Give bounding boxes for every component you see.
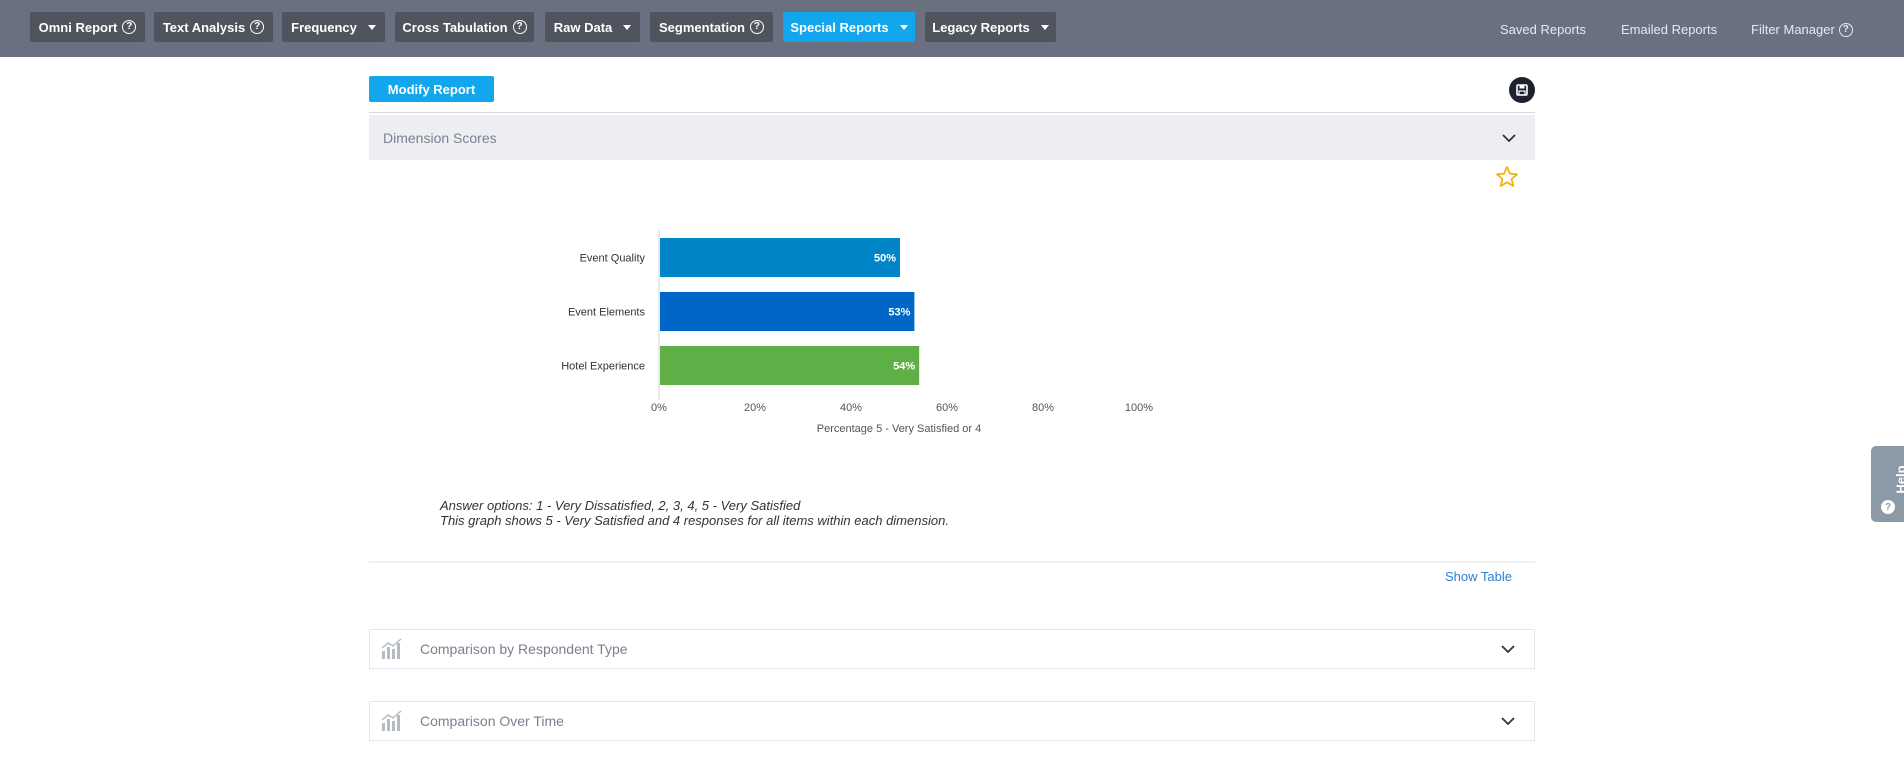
help-circle-icon[interactable]: ? <box>1838 22 1853 37</box>
bar[interactable] <box>660 292 915 331</box>
x-tick-label: 0% <box>651 402 667 414</box>
emailed-reports-label: Emailed Reports <box>1621 22 1718 37</box>
nav-segmentation[interactable]: Segmentation ? <box>650 12 773 42</box>
saved-reports-link[interactable]: Saved Reports <box>1500 22 1586 37</box>
nav-cross-tabulation-label: Cross Tabulation <box>402 19 508 35</box>
answer-options-note: Answer options: 1 - Very Dissatisfied, 2… <box>440 498 801 513</box>
bar[interactable] <box>660 238 900 277</box>
bar-chart: 50% Event Quality 53% Event Elements 54% Hote… <box>561 230 1153 435</box>
nav-frequency-label: Frequency <box>291 19 357 35</box>
dimension-scores-header[interactable]: Dimension Scores <box>369 115 1535 160</box>
comparison-over-time-section[interactable]: Comparison Over Time <box>369 701 1535 741</box>
x-axis-label: Percentage 5 - Very Satisfied or 4 <box>817 423 981 435</box>
nav-cross-tabulation[interactable]: Cross Tabulation ? <box>395 12 534 42</box>
category-label: Event Elements <box>568 307 646 319</box>
caret-down-icon <box>623 24 632 30</box>
saved-reports-label: Saved Reports <box>1500 22 1586 37</box>
help-question-icon: ? <box>1881 500 1895 514</box>
filter-manager-link[interactable]: Filter Manager ? <box>1751 22 1853 37</box>
divider <box>369 561 1535 563</box>
nav-raw-data[interactable]: Raw Data <box>545 12 640 42</box>
nav-text-analysis[interactable]: Text Analysis ? <box>154 12 273 42</box>
nav-omni-report[interactable]: Omni Report ? <box>30 12 145 42</box>
favorite-star-icon[interactable] <box>1495 165 1519 189</box>
chevron-down-icon[interactable] <box>1501 131 1517 145</box>
top-navigation-bar: Omni Report ? Text Analysis ? Frequency … <box>0 0 1904 57</box>
save-icon[interactable] <box>1509 77 1535 103</box>
nav-text-analysis-label: Text Analysis <box>162 19 246 35</box>
chevron-down-icon[interactable] <box>1500 714 1516 728</box>
dimension-scores-chart: 50% Event Quality 53% Event Elements 54% Hote… <box>540 220 1160 440</box>
caret-down-icon <box>1040 24 1049 30</box>
bar-value-label: 53% <box>888 307 910 319</box>
nav-special-reports-label: Special Reports <box>790 19 889 35</box>
x-tick-label: 60% <box>936 402 958 414</box>
nav-raw-data-label: Raw Data <box>553 19 613 35</box>
bar[interactable] <box>660 346 920 385</box>
divider <box>369 112 1535 113</box>
x-tick-label: 100% <box>1125 402 1153 414</box>
category-label: Hotel Experience <box>561 361 645 373</box>
x-tick-label: 20% <box>744 402 766 414</box>
caret-down-icon <box>899 24 908 30</box>
modify-report-button[interactable]: Modify Report <box>369 76 494 102</box>
section-title: Dimension Scores <box>383 129 497 146</box>
help-tab-label: Help <box>1893 465 1904 494</box>
nav-omni-report-label: Omni Report <box>38 19 118 35</box>
help-tab[interactable]: Help ? <box>1871 446 1904 522</box>
nav-legacy-reports[interactable]: Legacy Reports <box>925 12 1056 42</box>
help-circle-icon[interactable]: ? <box>749 20 764 34</box>
chevron-down-icon[interactable] <box>1500 642 1516 656</box>
section-title: Comparison by Respondent Type <box>420 641 628 657</box>
comparison-by-respondent-type-section[interactable]: Comparison by Respondent Type <box>369 629 1535 669</box>
nav-special-reports[interactable]: Special Reports <box>783 12 915 42</box>
graph-description-note: This graph shows 5 - Very Satisfied and … <box>440 513 949 528</box>
x-tick-label: 80% <box>1032 402 1054 414</box>
x-tick-label: 40% <box>840 402 862 414</box>
bar-chart-icon <box>381 710 402 731</box>
filter-manager-label: Filter Manager <box>1751 22 1835 37</box>
caret-down-icon <box>367 24 376 30</box>
bar-chart-icon <box>381 638 402 659</box>
show-table-link[interactable]: Show Table <box>1445 569 1512 584</box>
help-circle-icon[interactable]: ? <box>512 20 527 34</box>
section-title: Comparison Over Time <box>420 713 564 729</box>
help-circle-icon[interactable]: ? <box>250 20 265 34</box>
bar-value-label: 54% <box>893 361 915 373</box>
bar-value-label: 50% <box>874 253 896 265</box>
category-label: Event Quality <box>580 253 646 265</box>
modify-report-label: Modify Report <box>387 81 476 97</box>
emailed-reports-link[interactable]: Emailed Reports <box>1621 22 1717 37</box>
nav-frequency[interactable]: Frequency <box>282 12 385 42</box>
help-circle-icon[interactable]: ? <box>122 20 137 34</box>
answer-notes: Answer options: 1 - Very Dissatisfied, 2… <box>440 498 949 528</box>
nav-segmentation-label: Segmentation <box>659 19 745 35</box>
nav-legacy-reports-label: Legacy Reports <box>932 19 1030 35</box>
